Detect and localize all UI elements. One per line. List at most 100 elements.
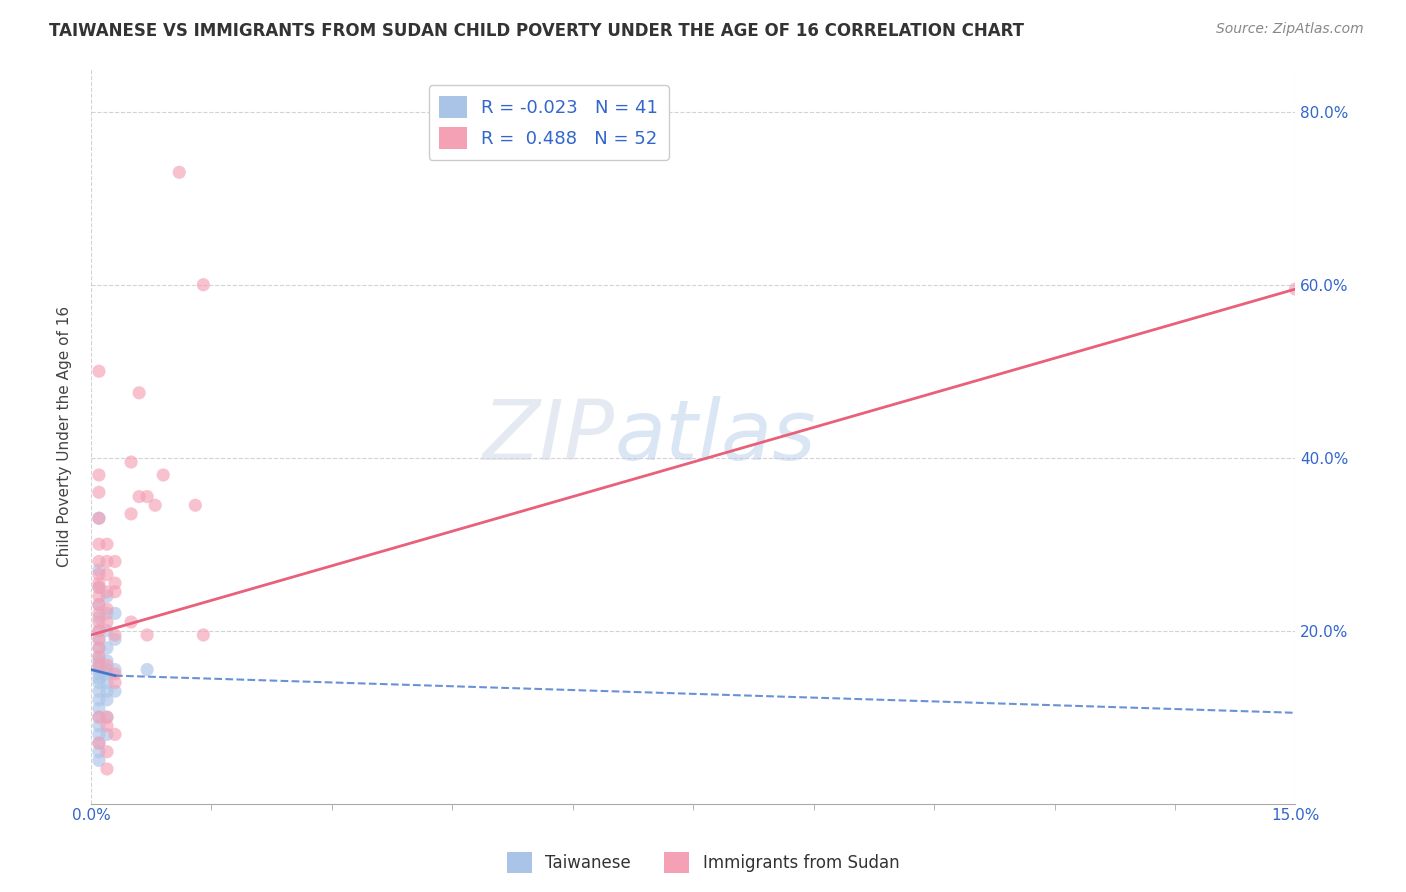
Point: [104, 554, 127, 568]
Point: [87, 576, 110, 591]
Point: [96, 624, 118, 638]
Point: [87, 666, 110, 681]
Point: [96, 602, 118, 616]
Point: [136, 628, 159, 642]
Point: [87, 589, 110, 603]
Point: [87, 511, 110, 525]
Point: [96, 710, 118, 724]
Point: [87, 554, 110, 568]
Point: [96, 693, 118, 707]
Point: [136, 663, 159, 677]
Point: [87, 632, 110, 647]
Point: [152, 467, 174, 482]
Y-axis label: Child Poverty Under the Age of 16: Child Poverty Under the Age of 16: [58, 305, 72, 566]
Point: [87, 563, 110, 577]
Point: [87, 610, 110, 624]
Point: [193, 277, 215, 292]
Point: [87, 364, 110, 378]
Point: [87, 581, 110, 595]
Point: [96, 654, 118, 668]
Point: [96, 607, 118, 621]
Point: [87, 654, 110, 668]
Point: [104, 684, 127, 698]
Legend: Taiwanese, Immigrants from Sudan: Taiwanese, Immigrants from Sudan: [501, 846, 905, 880]
Point: [87, 624, 110, 638]
Point: [87, 710, 110, 724]
Point: [87, 537, 110, 551]
Point: [96, 666, 118, 681]
Point: [87, 640, 110, 655]
Point: [87, 684, 110, 698]
Point: [87, 663, 110, 677]
Point: [87, 671, 110, 685]
Point: [87, 598, 110, 612]
Point: [87, 649, 110, 664]
Point: [87, 567, 110, 582]
Point: [96, 663, 118, 677]
Point: [87, 753, 110, 767]
Point: [96, 554, 118, 568]
Point: [128, 490, 150, 504]
Point: [96, 567, 118, 582]
Point: [87, 745, 110, 759]
Point: [87, 581, 110, 595]
Point: [87, 658, 110, 673]
Point: [87, 649, 110, 664]
Point: [104, 663, 127, 677]
Point: [167, 165, 190, 179]
Point: [104, 584, 127, 599]
Point: [104, 628, 127, 642]
Point: [184, 498, 207, 512]
Point: [87, 511, 110, 525]
Point: [87, 736, 110, 750]
Point: [87, 485, 110, 500]
Point: [87, 693, 110, 707]
Point: [96, 710, 118, 724]
Point: [96, 684, 118, 698]
Point: [104, 727, 127, 741]
Point: [104, 675, 127, 690]
Point: [120, 507, 142, 521]
Point: [87, 658, 110, 673]
Point: [87, 615, 110, 629]
Point: [87, 736, 110, 750]
Point: [136, 490, 159, 504]
Point: [96, 719, 118, 733]
Point: [104, 607, 127, 621]
Point: [87, 727, 110, 741]
Point: [96, 745, 118, 759]
Point: [96, 762, 118, 776]
Point: [87, 632, 110, 647]
Point: [87, 710, 110, 724]
Point: [87, 719, 110, 733]
Text: TAIWANESE VS IMMIGRANTS FROM SUDAN CHILD POVERTY UNDER THE AGE OF 16 CORRELATION: TAIWANESE VS IMMIGRANTS FROM SUDAN CHILD…: [49, 22, 1024, 40]
Point: [1284, 282, 1306, 296]
Point: [128, 385, 150, 400]
Point: [120, 615, 142, 629]
Point: [143, 498, 166, 512]
Point: [104, 632, 127, 647]
Text: Source: ZipAtlas.com: Source: ZipAtlas.com: [1216, 22, 1364, 37]
Point: [96, 537, 118, 551]
Point: [87, 701, 110, 715]
Point: [120, 455, 142, 469]
Point: [96, 640, 118, 655]
Text: ZIP: ZIP: [482, 395, 614, 476]
Point: [96, 589, 118, 603]
Point: [87, 467, 110, 482]
Point: [96, 584, 118, 599]
Point: [87, 624, 110, 638]
Point: [96, 727, 118, 741]
Point: [96, 615, 118, 629]
Point: [96, 675, 118, 690]
Legend: R = -0.023   N = 41, R =  0.488   N = 52: R = -0.023 N = 41, R = 0.488 N = 52: [429, 85, 669, 160]
Point: [87, 598, 110, 612]
Point: [87, 640, 110, 655]
Point: [96, 658, 118, 673]
Text: atlas: atlas: [614, 395, 817, 476]
Point: [104, 666, 127, 681]
Point: [104, 576, 127, 591]
Point: [87, 675, 110, 690]
Point: [87, 607, 110, 621]
Point: [193, 628, 215, 642]
